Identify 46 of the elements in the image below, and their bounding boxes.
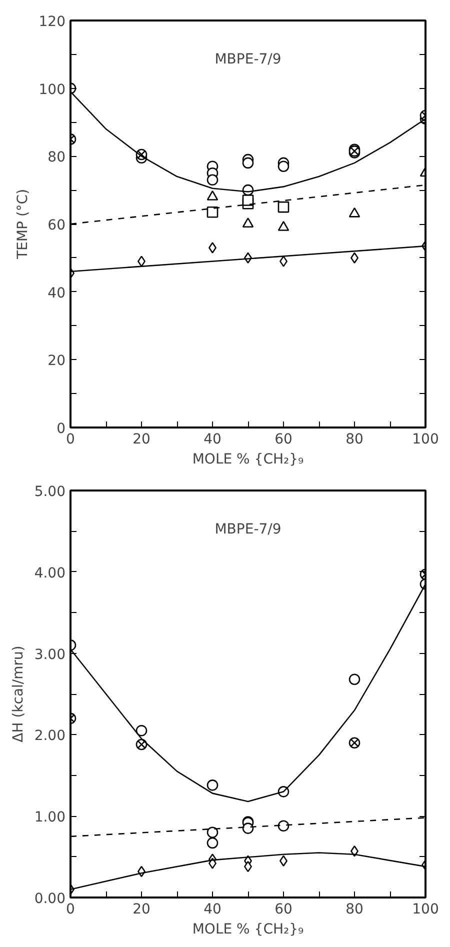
point [242,822,254,834]
x-tick-label: 20 [132,432,150,448]
point [278,201,290,213]
point [206,837,218,849]
x-tick-label: 60 [274,432,292,448]
x-axis-title: MOLE % {CH₂}₉ [192,922,304,938]
point [242,194,254,206]
point [278,220,290,231]
x-tick-label: 80 [346,432,364,448]
x-tick-label: 40 [204,432,222,448]
point [206,174,218,186]
point [278,820,290,832]
point [136,724,148,736]
y-tick-label: 1.00 [34,810,66,826]
y-tick-label: 4.00 [34,565,66,582]
x-tick-label: 100 [412,432,439,448]
annotation: MBPE-7/9 [214,52,282,68]
y-tick-label: 5.00 [34,484,66,500]
x-axis-title: MOLE % {CH₂}₉ [192,452,304,468]
y-tick-label: 100 [38,82,66,98]
y-tick-label: 20 [48,353,66,370]
y-tick-label: 0 [56,421,66,437]
point [206,190,218,200]
point [348,207,360,218]
point [278,160,290,172]
y-tick-label: 120 [38,14,66,30]
y-tick-label: 2.00 [34,728,66,744]
y-tick-label: 0.00 [34,891,66,907]
point [206,826,218,838]
x-tick-label: 80 [346,902,364,918]
annotation: MBPE-7/9 [214,522,282,538]
y-tick-label: 3.00 [34,646,66,663]
x-tick-label: 100 [412,902,439,918]
x-tick-label: 40 [204,902,222,918]
y-axis-title: ΔH (kcal/mru) [10,646,26,742]
y-tick-label: 60 [48,218,66,234]
point [348,674,360,685]
x-tick-label: 60 [274,902,292,918]
x-tick-label: 20 [132,902,150,918]
y-tick-label: 80 [48,150,66,166]
point [206,206,218,218]
y-tick-label: 40 [48,285,66,302]
point [242,218,254,228]
point [206,780,218,791]
y-axis-title: TEMP (°C) [14,188,31,260]
point [242,157,254,169]
